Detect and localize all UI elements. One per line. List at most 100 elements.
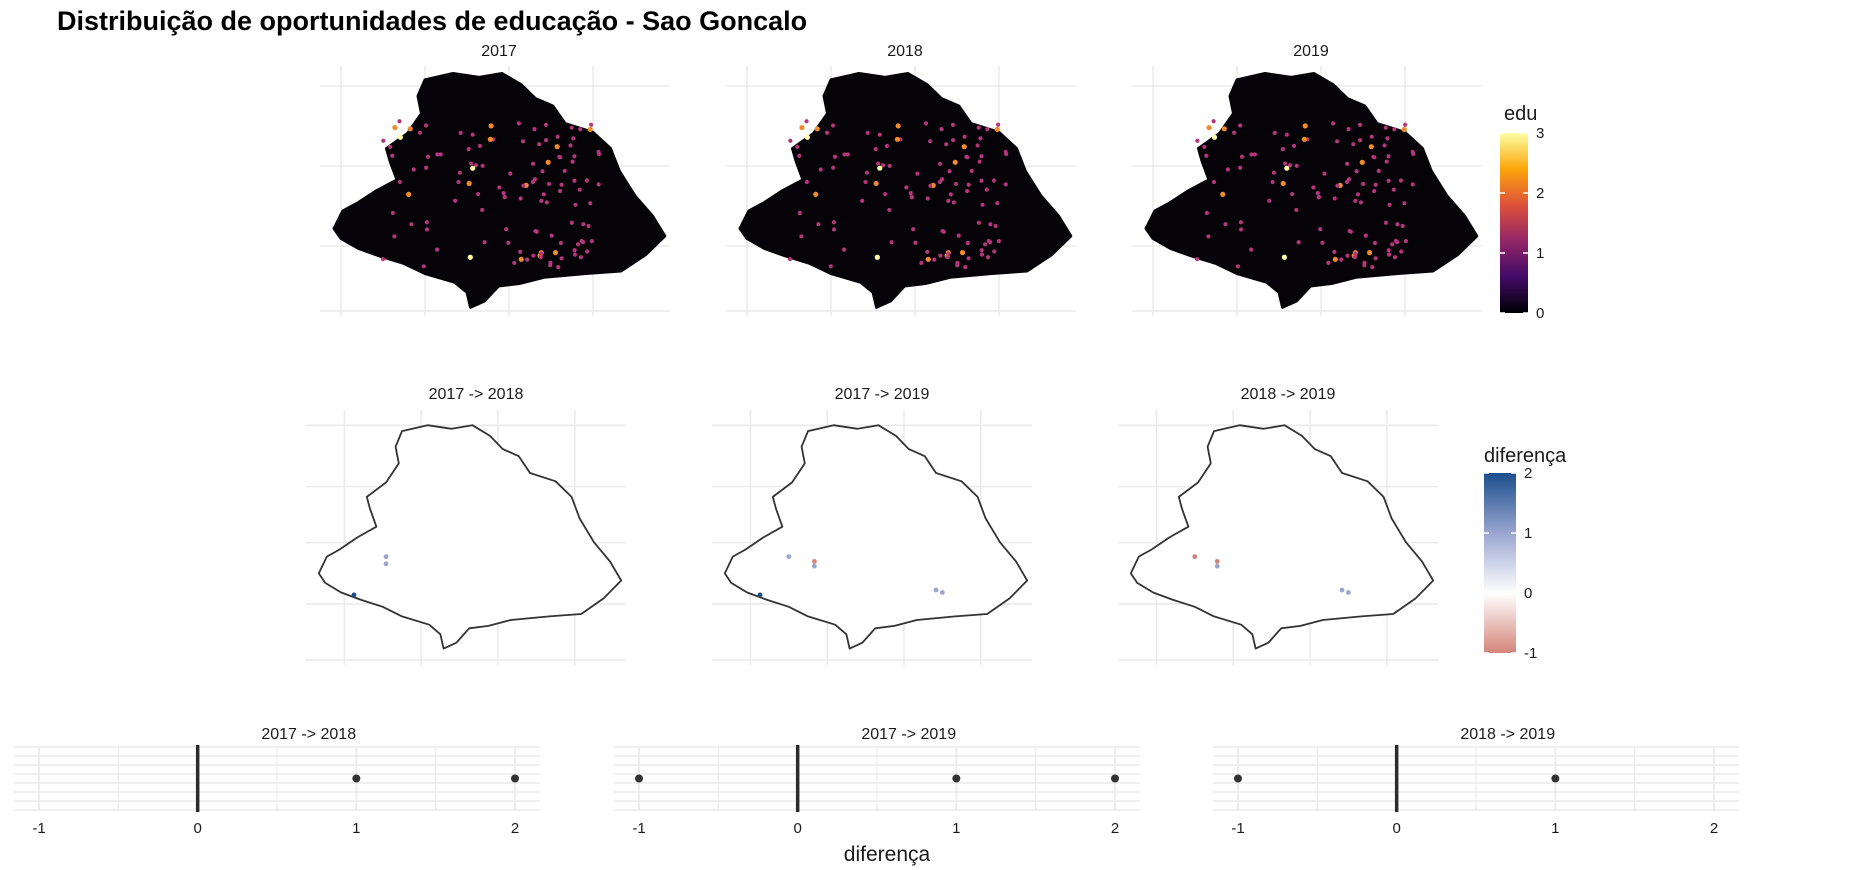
strip-point — [635, 774, 643, 783]
strip-point — [352, 774, 361, 783]
edu-point — [390, 153, 395, 158]
edu-point — [473, 163, 479, 168]
edu-point — [818, 167, 823, 172]
edu-point — [585, 249, 590, 254]
edu-point — [842, 247, 847, 252]
edu-point — [995, 201, 1000, 206]
edu-point — [466, 147, 471, 152]
edu-point — [572, 178, 577, 183]
edu-point — [1238, 220, 1244, 225]
diff-point — [1346, 590, 1351, 595]
x-tick-label: 1 — [352, 820, 360, 837]
edu-point — [976, 220, 981, 225]
edu-point — [1318, 227, 1323, 232]
edu-point — [1195, 138, 1200, 143]
legend-tick-label: 1 — [1536, 245, 1544, 262]
edu-point — [864, 170, 870, 175]
edu-point — [1322, 171, 1327, 176]
edu-point — [512, 260, 517, 265]
edu-point — [909, 194, 915, 200]
edu-map-panel: 2018 — [726, 43, 1076, 316]
diff-point — [757, 592, 763, 598]
edu-point — [1272, 130, 1277, 135]
edu-point — [1358, 200, 1364, 205]
edu-point — [950, 122, 956, 128]
edu-point — [797, 153, 802, 158]
edu-point — [1003, 149, 1008, 154]
edu-point — [1332, 196, 1337, 201]
edu-point — [804, 179, 810, 185]
edu-point — [438, 152, 443, 157]
edu-point — [923, 121, 929, 126]
edu-point — [457, 170, 462, 175]
edu-point — [572, 154, 577, 159]
edu-point — [538, 255, 543, 260]
x-tick-label: 2 — [1710, 820, 1718, 837]
diff-point — [940, 590, 945, 595]
edu-point — [1204, 210, 1210, 216]
legend-tick-label: -1 — [1524, 645, 1537, 662]
panel-label: 2018 — [887, 43, 923, 60]
edu-point — [584, 178, 589, 183]
edu-point — [1410, 182, 1415, 187]
edu-point — [830, 123, 836, 128]
edu-point — [953, 181, 959, 187]
edu-point — [1320, 240, 1325, 245]
edu-point — [1294, 163, 1299, 168]
edu-point — [975, 143, 980, 148]
edu-point — [1003, 182, 1008, 187]
edu-point — [435, 152, 440, 157]
edu-point — [1372, 188, 1377, 194]
edu-point — [572, 252, 578, 257]
x-tick-label: 0 — [193, 820, 201, 837]
edu-point — [1284, 132, 1289, 137]
edu-point — [1386, 154, 1391, 159]
edu-point — [504, 227, 509, 232]
edu-point — [571, 136, 576, 141]
edu-point — [816, 222, 821, 227]
edu-point — [1280, 147, 1285, 152]
edu-point — [586, 223, 591, 229]
edu-point — [596, 149, 601, 154]
x-tick-label: 0 — [1392, 820, 1400, 837]
edu-point — [588, 122, 594, 127]
edu-point — [875, 161, 881, 166]
edu-point — [497, 185, 502, 190]
edu-point — [1223, 222, 1228, 227]
map-outline — [723, 424, 1029, 650]
edu-point — [978, 136, 983, 141]
edu-point — [804, 119, 809, 124]
edu-point — [996, 239, 1002, 244]
edu-point — [1330, 121, 1336, 126]
edu-point — [537, 142, 542, 147]
edu-point — [548, 263, 553, 268]
legend-colorbar — [1484, 473, 1516, 653]
edu-point — [977, 159, 982, 164]
edu-point — [530, 161, 536, 166]
edu-point — [813, 191, 819, 197]
edu-point — [877, 132, 882, 137]
edu-point — [1206, 234, 1211, 239]
edu-point — [980, 202, 985, 207]
edu-point — [992, 249, 997, 254]
edu-point — [1335, 139, 1340, 144]
edu-point — [824, 130, 830, 135]
edu-point — [397, 119, 402, 124]
edu-point — [516, 121, 522, 126]
edu-point — [1354, 169, 1359, 174]
x-tick-label: 2 — [1111, 820, 1119, 837]
edu-point — [1368, 144, 1374, 150]
edu-point — [411, 167, 416, 172]
edu-point — [482, 240, 487, 245]
edu-point — [939, 177, 945, 182]
edu-point — [961, 144, 967, 150]
edu-point — [558, 240, 563, 246]
x-tick-label: -1 — [1231, 820, 1244, 837]
edu-point — [1221, 126, 1227, 132]
edu-point — [1390, 242, 1395, 247]
edu-point — [525, 257, 530, 262]
edu-point — [543, 138, 549, 143]
